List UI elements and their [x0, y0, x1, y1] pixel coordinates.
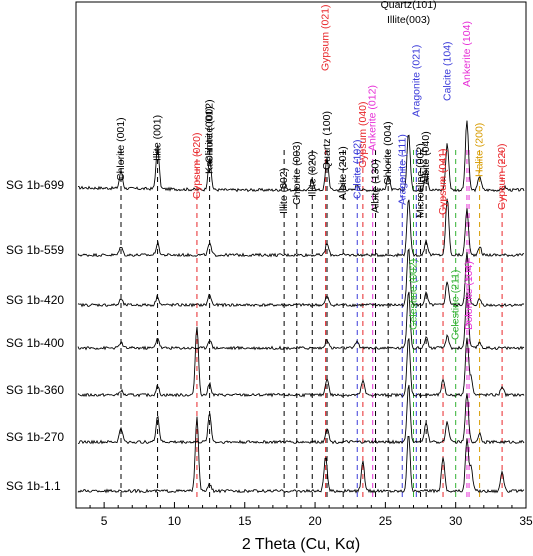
- tick-label-3: 20: [308, 514, 322, 528]
- trace-1: [77, 198, 525, 258]
- peak-label-2: Gypsum (020): [191, 132, 203, 199]
- peak-label-14: Albite (130): [370, 159, 382, 213]
- peak-label-20: Microcline (002): [415, 143, 427, 218]
- peak-label-28: Celestine (211): [450, 270, 462, 340]
- peak-label-6: Chlorite (003): [291, 141, 303, 205]
- peak-label-27: Celestine (002): [408, 259, 420, 330]
- sample-label-3: SG 1b-400: [6, 336, 64, 350]
- peak-label-21: Albite (040): [420, 131, 432, 185]
- peak-label-11: Calcite (102): [351, 139, 363, 199]
- trace-2: [77, 248, 525, 308]
- x-axis-title: 2 Theta (Cu, Kα): [242, 536, 360, 553]
- peak-label-25: Halite (200): [474, 123, 486, 177]
- peak-label-29: Dolomite (104): [463, 261, 475, 330]
- peak-label-24: Ankerite (104): [461, 21, 473, 87]
- peak-label-9: Gypsum (021): [320, 4, 332, 71]
- peak-label-19: Aragonite (021): [410, 45, 422, 117]
- trace-0: [77, 120, 525, 193]
- sample-label-2: SG 1b-420: [6, 293, 64, 307]
- trace-6: [77, 416, 525, 494]
- sample-label-4: SG 1b-360: [6, 383, 64, 397]
- peak-label-12: Gypsum (040): [357, 101, 369, 168]
- sample-label-1: SG 1b-559: [6, 243, 64, 257]
- peak-label-22: Gypsum (041): [437, 148, 449, 215]
- peak-label-8: Quartz (100): [321, 111, 333, 170]
- tick-label-1: 10: [168, 514, 182, 528]
- peak-label-23: Calcite (104): [441, 41, 453, 101]
- tick-label-5: 30: [449, 514, 463, 528]
- peak-label-13: Ankerite (012): [367, 85, 379, 151]
- peak-label-5: Illite (002): [278, 168, 290, 214]
- peak-label-0: Chlorite (001): [115, 117, 127, 181]
- trace-3: [77, 291, 525, 351]
- tick-label-4: 25: [379, 514, 393, 528]
- peak-label-1: Illite (001): [152, 115, 164, 161]
- trace-4: [77, 326, 525, 398]
- peak-label-17: Quartz(101): [381, 0, 437, 11]
- tick-label-2: 15: [238, 514, 252, 528]
- peak-label-4: Kaolinite (001): [204, 106, 216, 174]
- sample-label-0: SG 1b-699: [6, 178, 64, 192]
- reference-lines: [120, 150, 503, 498]
- tick-label-0: 5: [101, 514, 108, 528]
- peak-label-18: Illite(003): [387, 14, 430, 26]
- peak-label-3: Chlorite (002): [204, 99, 216, 163]
- peak-label-16: Aragonite (111): [396, 134, 408, 205]
- sample-label-6: SG 1b-1.1: [6, 479, 61, 493]
- peak-label-10: Albite (201): [337, 146, 349, 200]
- tick-label-6: 35: [519, 514, 533, 528]
- peak-label-7: Illite (020): [306, 151, 318, 197]
- trace-5: [77, 384, 525, 445]
- peak-label-26: Gypsum (220): [496, 143, 508, 210]
- peak-label-15: Chlorite (004): [382, 121, 394, 185]
- sample-label-5: SG 1b-270: [6, 430, 64, 444]
- x-axis: 5 10 15 20 25 30 35: [75, 502, 533, 528]
- diffraction-traces: [77, 120, 525, 494]
- sample-labels: SG 1b-699 SG 1b-559 SG 1b-420 SG 1b-400 SG 1…: [6, 178, 64, 493]
- peak-labels: Chlorite (001) Illite (001) Gypsum (020)Ch…: [115, 0, 508, 340]
